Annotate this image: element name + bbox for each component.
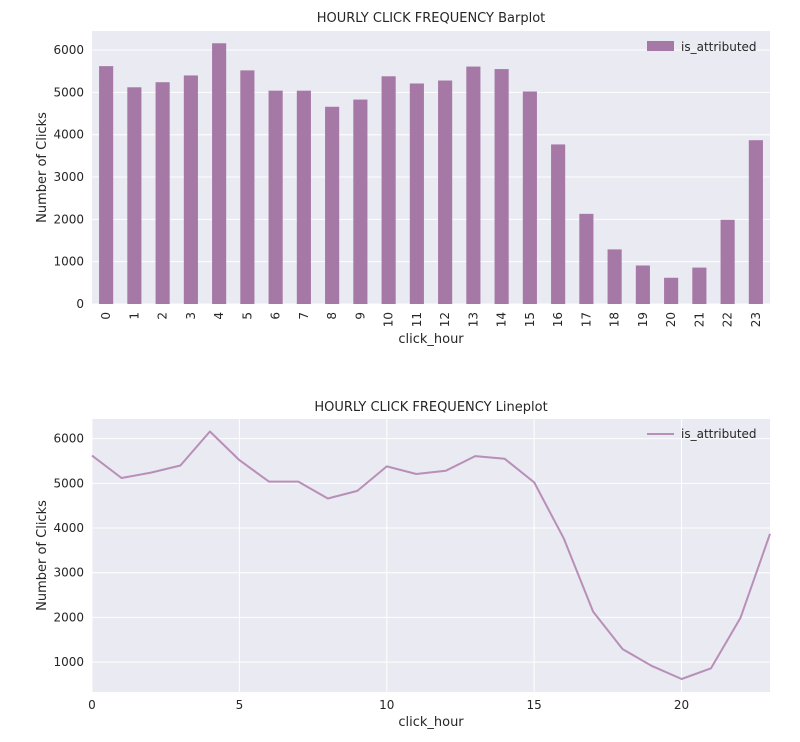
bar	[720, 219, 735, 304]
bar	[296, 90, 311, 304]
bar	[268, 90, 283, 304]
bar	[692, 267, 707, 304]
x-tick-label: 17	[579, 312, 593, 327]
x-tick-label: 2	[156, 312, 170, 320]
bar	[325, 106, 340, 304]
y-tick-label: 1000	[53, 255, 84, 269]
x-tick-label: 9	[353, 312, 367, 320]
legend-swatch	[647, 41, 674, 51]
x-tick-label: 12	[438, 312, 452, 327]
x-tick-label: 21	[692, 312, 706, 327]
bar	[99, 66, 114, 304]
x-tick-label: 15	[523, 312, 537, 327]
bar	[127, 87, 142, 304]
x-tick-label: 10	[379, 698, 394, 712]
bar	[494, 69, 509, 305]
bar	[522, 91, 537, 305]
bar	[240, 70, 255, 304]
y-tick-label: 4000	[53, 521, 84, 535]
x-tick-label: 13	[466, 312, 480, 327]
y-tick-label: 0	[76, 297, 84, 311]
y-tick-label: 6000	[53, 43, 84, 57]
chart-title: HOURLY CLICK FREQUENCY Barplot	[317, 11, 546, 26]
legend-label: is_attributed	[681, 427, 757, 441]
x-tick-label: 14	[495, 312, 509, 327]
x-tick-label: 0	[99, 312, 113, 320]
bar	[381, 76, 396, 305]
y-tick-label: 2000	[53, 212, 84, 226]
legend: is_attributed	[647, 427, 757, 441]
x-tick-label: 0	[88, 698, 96, 712]
y-tick-label: 3000	[53, 566, 84, 580]
x-tick-label: 16	[551, 312, 565, 327]
x-axis-label: click_hour	[398, 332, 464, 347]
chart-title: HOURLY CLICK FREQUENCY Lineplot	[314, 400, 547, 415]
bar	[353, 99, 368, 304]
x-tick-label: 11	[410, 312, 424, 327]
lineplot-chart: 1000 2000 3000 4000 5000 6000 0 5 10 15 20 HOURLY C…	[35, 400, 771, 730]
x-tick-label: 15	[527, 698, 542, 712]
x-tick-label: 7	[297, 312, 311, 320]
bar	[155, 82, 170, 304]
x-tick-label: 23	[749, 312, 763, 327]
plot-area	[92, 31, 770, 304]
y-tick-label: 2000	[53, 610, 84, 624]
y-tick-label: 3000	[53, 170, 84, 184]
x-tick-label: 4	[212, 312, 226, 320]
bar	[409, 83, 424, 304]
x-tick-label: 3	[184, 312, 198, 320]
y-tick-label: 6000	[53, 432, 84, 446]
x-axis-label: click_hour	[398, 715, 464, 730]
x-tick-label: 1	[127, 312, 141, 320]
bar	[635, 265, 650, 304]
x-tick-label: 20	[664, 312, 678, 327]
y-tick-label: 5000	[53, 85, 84, 99]
plot-area	[92, 419, 770, 692]
y-tick-label: 4000	[53, 128, 84, 142]
bar	[551, 144, 566, 304]
y-tick-label: 1000	[53, 655, 84, 669]
x-tick-label: 22	[721, 312, 735, 327]
x-tick-label: 8	[325, 312, 339, 320]
x-tick-label: 18	[608, 312, 622, 327]
bar	[748, 140, 763, 304]
bar	[607, 249, 622, 304]
bar	[466, 66, 481, 304]
bar	[212, 43, 227, 305]
y-tick-label: 5000	[53, 476, 84, 490]
x-tick-label: 10	[382, 312, 396, 327]
bar	[579, 213, 594, 304]
legend: is_attributed	[647, 40, 757, 54]
y-axis-label: Number of Clicks	[35, 500, 50, 611]
x-tick-label: 20	[674, 698, 689, 712]
y-axis-label: Number of Clicks	[35, 112, 50, 223]
x-tick-label: 5	[240, 312, 254, 320]
x-tick-label: 5	[236, 698, 244, 712]
bar	[438, 80, 453, 304]
x-tick-label: 19	[636, 312, 650, 327]
bar	[664, 277, 679, 304]
series-line	[91, 430, 771, 680]
x-tick-label: 6	[269, 312, 283, 320]
bar	[183, 75, 198, 304]
legend-label: is_attributed	[681, 40, 757, 54]
